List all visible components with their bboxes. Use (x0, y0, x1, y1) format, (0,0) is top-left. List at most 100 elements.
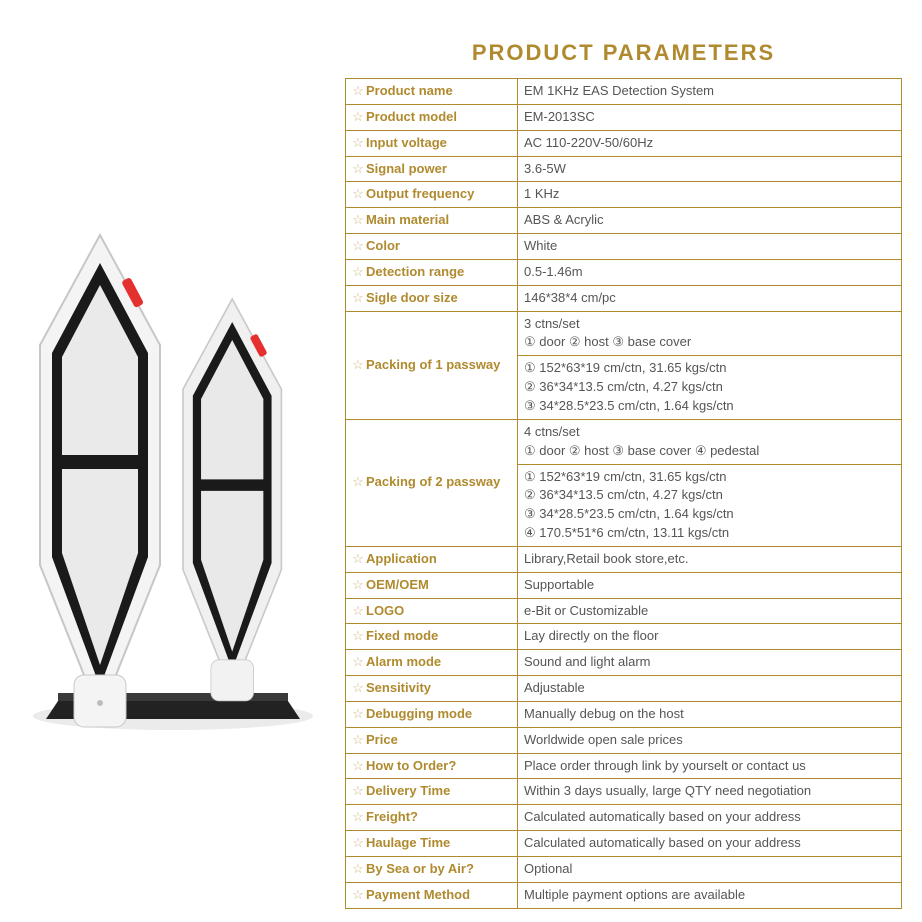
spec-value: Within 3 days usually, large QTY need ne… (518, 779, 902, 805)
table-row: ☆By Sea or by Air? Optional (346, 857, 902, 883)
spec-key-text: Delivery Time (366, 783, 450, 798)
spec-value: 3.6-5W (518, 156, 902, 182)
table-row: ☆ApplicationLibrary,Retail book store,et… (346, 546, 902, 572)
spec-value: Supportable (518, 572, 902, 598)
table-row: ☆Main materialABS & Acrylic (346, 208, 902, 234)
spec-key: ☆How to Order? (346, 753, 518, 779)
table-row: ☆Signal power3.6-5W (346, 156, 902, 182)
table-row: ☆Fixed modeLay directly on the floor (346, 624, 902, 650)
spec-value-top: 3 ctns/set① door ② host ③ base cover (518, 312, 901, 357)
spec-value: Adjustable (518, 676, 902, 702)
star-icon: ☆ (352, 757, 364, 776)
spec-key: ☆Sensitivity (346, 676, 518, 702)
spec-key: ☆Signal power (346, 156, 518, 182)
table-row: ☆OEM/OEMSupportable (346, 572, 902, 598)
spec-key: ☆Haulage Time (346, 831, 518, 857)
spec-value: Manually debug on the host (518, 701, 902, 727)
table-row: ☆How to Order?Place order through link b… (346, 753, 902, 779)
star-icon: ☆ (352, 211, 364, 230)
spec-value: Sound and light alarm (518, 650, 902, 676)
spec-value: EM-2013SC (518, 104, 902, 130)
section-title: PRODUCT PARAMETERS (345, 40, 902, 66)
table-row: ☆Product nameEM 1KHz EAS Detection Syste… (346, 79, 902, 105)
spec-key-text: Alarm mode (366, 654, 441, 669)
spec-value: 4 ctns/set① door ② host ③ base cover ④ p… (518, 419, 902, 546)
star-icon: ☆ (352, 782, 364, 801)
table-row: ☆Color White (346, 234, 902, 260)
spec-key-text: Main material (366, 212, 449, 227)
spec-key: ☆Input voltage (346, 130, 518, 156)
table-row: ☆Delivery Time Within 3 days usually, lar… (346, 779, 902, 805)
spec-key-text: Product name (366, 83, 453, 98)
table-row: ☆Alarm modeSound and light alarm (346, 650, 902, 676)
spec-key: ☆Detection range (346, 259, 518, 285)
star-icon: ☆ (352, 860, 364, 879)
spec-value-top: 4 ctns/set① door ② host ③ base cover ④ p… (518, 420, 901, 465)
spec-key: ☆Freight? (346, 805, 518, 831)
spec-key-text: Fixed mode (366, 628, 438, 643)
spec-value: AC 110-220V-50/60Hz (518, 130, 902, 156)
spec-value-bot: ① 152*63*19 cm/ctn, 31.65 kgs/ctn② 36*34… (518, 356, 901, 419)
spec-value: ABS & Acrylic (518, 208, 902, 234)
star-icon: ☆ (352, 731, 364, 750)
table-row: ☆SensitivityAdjustable (346, 676, 902, 702)
table-row: ☆Freight?Calculated automatically based … (346, 805, 902, 831)
spec-key-text: Haulage Time (366, 835, 450, 850)
spec-key-text: Product model (366, 109, 457, 124)
star-icon: ☆ (352, 356, 364, 375)
star-icon: ☆ (352, 134, 364, 153)
spec-panel: PRODUCT PARAMETERS ☆Product nameEM 1KHz … (345, 0, 922, 922)
star-icon: ☆ (352, 602, 364, 621)
spec-key-text: OEM/OEM (366, 577, 429, 592)
spec-value: White (518, 234, 902, 260)
spec-value: 0.5-1.46m (518, 259, 902, 285)
spec-key-text: Packing of 1 passway (366, 357, 500, 372)
spec-value: Multiple payment options are available (518, 882, 902, 908)
spec-key: ☆Fixed mode (346, 624, 518, 650)
spec-value: 146*38*4 cm/pc (518, 285, 902, 311)
table-row: ☆Input voltageAC 110-220V-50/60Hz (346, 130, 902, 156)
spec-key: ☆LOGO (346, 598, 518, 624)
star-icon: ☆ (352, 237, 364, 256)
star-icon: ☆ (352, 185, 364, 204)
star-icon: ☆ (352, 653, 364, 672)
spec-value: Optional (518, 857, 902, 883)
star-icon: ☆ (352, 160, 364, 179)
spec-key: ☆Sigle door size (346, 285, 518, 311)
star-icon: ☆ (352, 263, 364, 282)
table-row: ☆Packing of 2 passway4 ctns/set① door ② … (346, 419, 902, 546)
spec-key-text: Detection range (366, 264, 464, 279)
spec-key-text: Sensitivity (366, 680, 431, 695)
spec-key-text: By Sea or by Air? (366, 861, 474, 876)
spec-key: ☆Alarm mode (346, 650, 518, 676)
spec-key: ☆Packing of 2 passway (346, 419, 518, 546)
spec-key-text: LOGO (366, 603, 404, 618)
spec-key: ☆Output frequency (346, 182, 518, 208)
table-row: ☆LOGOe-Bit or Customizable (346, 598, 902, 624)
star-icon: ☆ (352, 679, 364, 698)
table-row: ☆Product modelEM-2013SC (346, 104, 902, 130)
spec-key: ☆Product model (346, 104, 518, 130)
spec-value: Calculated automatically based on your a… (518, 805, 902, 831)
star-icon: ☆ (352, 473, 364, 492)
table-row: ☆Haulage TimeCalculated automatically ba… (346, 831, 902, 857)
spec-key-text: Signal power (366, 161, 447, 176)
star-icon: ☆ (352, 705, 364, 724)
spec-key: ☆OEM/OEM (346, 572, 518, 598)
spec-key-text: Application (366, 551, 437, 566)
spec-key-text: Output frequency (366, 186, 474, 201)
spec-value: Place order through link by yourselt or … (518, 753, 902, 779)
product-image-area (0, 0, 345, 922)
star-icon: ☆ (352, 886, 364, 905)
product-illustration (18, 221, 328, 741)
spec-key-text: Payment Method (366, 887, 470, 902)
spec-key: ☆Main material (346, 208, 518, 234)
star-icon: ☆ (352, 627, 364, 646)
spec-value: Lay directly on the floor (518, 624, 902, 650)
star-icon: ☆ (352, 808, 364, 827)
spec-key-text: Price (366, 732, 398, 747)
spec-key-text: Color (366, 238, 400, 253)
spec-value: 1 KHz (518, 182, 902, 208)
star-icon: ☆ (352, 576, 364, 595)
spec-key-text: Input voltage (366, 135, 447, 150)
